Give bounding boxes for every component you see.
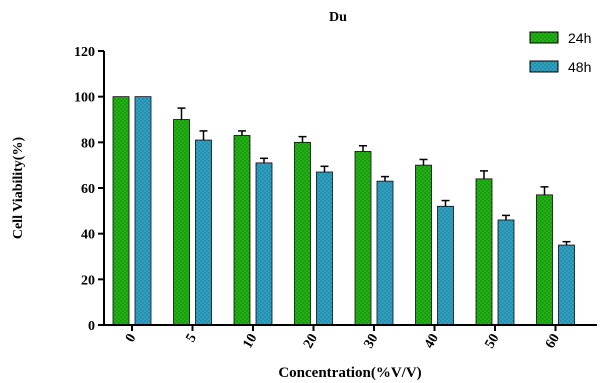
x-axis-ticks: 0 5 10 20 30 40 50 60 — [123, 325, 563, 351]
bar-24h-50 — [475, 178, 493, 326]
bar-24h-0 — [112, 96, 130, 326]
x-tick-label: 5 — [183, 332, 199, 346]
x-tick-label: 30 — [361, 332, 381, 352]
y-axis-label: Cell Viability(%) — [11, 137, 26, 240]
bar-48h-50 — [497, 219, 515, 326]
x-tick-label: 50 — [482, 332, 502, 352]
bar-24h-60 — [536, 194, 553, 326]
legend-label-24h: 24h — [568, 30, 591, 46]
y-tick-label: 60 — [81, 182, 95, 197]
chart-title: Du — [329, 10, 347, 25]
bar-24h-5 — [173, 119, 190, 326]
bar-48h-40 — [437, 205, 454, 326]
y-tick-label: 20 — [81, 273, 95, 288]
bar-24h-20 — [294, 141, 311, 326]
x-axis-label: Concentration(%V/V) — [278, 365, 421, 381]
error-bars-group — [177, 107, 571, 246]
x-tick-label: 60 — [543, 332, 563, 352]
x-tick-label: 20 — [301, 332, 321, 352]
bar-24h-10 — [233, 135, 251, 326]
bar-48h-30 — [376, 180, 394, 326]
y-tick-label: 100 — [74, 91, 95, 106]
bar-48h-20 — [316, 171, 333, 326]
x-tick-label: 10 — [240, 332, 260, 352]
bar-48h-60 — [558, 244, 575, 326]
bar-48h-5 — [195, 139, 212, 326]
bars-group — [112, 96, 575, 326]
y-tick-label: 0 — [88, 319, 95, 334]
bar-24h-40 — [415, 164, 432, 326]
bar-24h-30 — [354, 151, 372, 326]
y-tick-label: 40 — [81, 228, 95, 243]
y-tick-label: 120 — [74, 45, 95, 60]
legend-swatch-24h — [529, 31, 559, 44]
bar-48h-10 — [255, 162, 273, 326]
legend-swatch-48h — [529, 60, 559, 73]
y-tick-label: 80 — [81, 136, 95, 151]
legend-label-48h: 48h — [568, 59, 591, 75]
x-tick-label: 40 — [422, 332, 442, 352]
y-axis-ticks: 0 20 40 60 80 100 120 — [74, 45, 104, 334]
x-tick-label: 0 — [123, 332, 139, 346]
bar-48h-0 — [134, 96, 152, 326]
legend: 24h 48h — [529, 30, 591, 75]
